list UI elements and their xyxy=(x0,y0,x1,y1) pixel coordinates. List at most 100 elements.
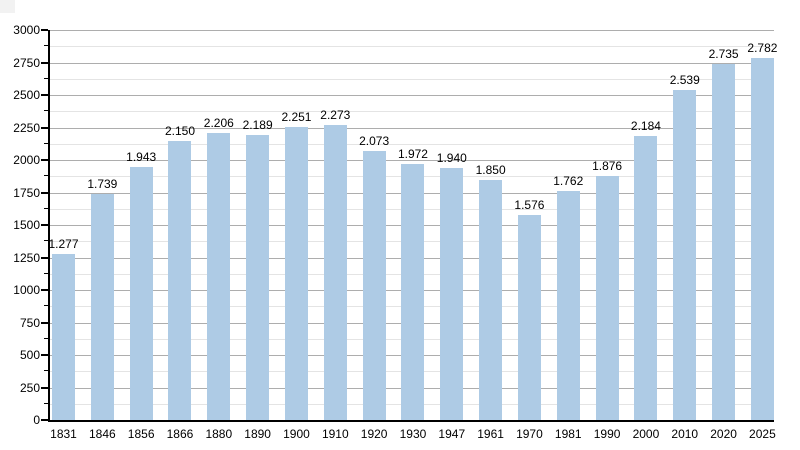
bar-group-1890: 2.189 1890 xyxy=(243,30,273,441)
y-axis-label: 2000 xyxy=(13,153,40,167)
y-major-tick xyxy=(41,94,48,96)
y-axis-label: 0 xyxy=(33,413,40,427)
bar xyxy=(168,140,192,420)
bar xyxy=(284,127,308,420)
y-minor-tick xyxy=(44,175,48,177)
major-gridline xyxy=(50,95,774,96)
major-gridline xyxy=(50,30,774,31)
x-axis-label: 1970 xyxy=(516,427,543,441)
x-axis-label: 1910 xyxy=(321,427,349,441)
y-minor-tick xyxy=(44,370,48,372)
bar-group-1961: 1.850 1961 xyxy=(476,30,506,441)
bar xyxy=(207,133,231,420)
bar xyxy=(401,163,425,420)
y-major-tick xyxy=(41,289,48,291)
x-axis-label: 2010 xyxy=(671,427,699,441)
bar-value-label: 1.940 xyxy=(436,150,467,165)
bar-group-1856: 1.943 1856 xyxy=(126,30,156,441)
bar-group-1947: 1.940 1947 xyxy=(437,30,467,441)
bar xyxy=(129,167,153,420)
major-gridline xyxy=(50,62,774,64)
y-axis-label: 1750 xyxy=(13,185,40,200)
major-gridline xyxy=(50,127,774,129)
bar-value-label: 2.735 xyxy=(708,47,739,62)
bar xyxy=(90,193,114,420)
bar-group-2025: 2.782 2025 xyxy=(747,30,777,441)
x-axis-label: 1930 xyxy=(399,427,427,441)
x-axis-label: 1831 xyxy=(50,427,77,441)
x-axis-label: 1866 xyxy=(166,427,194,441)
y-axis-label: 1000 xyxy=(13,283,40,297)
x-axis-label: 2025 xyxy=(749,427,776,441)
bar xyxy=(517,215,541,420)
y-major-tick xyxy=(41,191,48,194)
bar-group-2010: 2.539 2010 xyxy=(670,30,700,441)
bar-group-2020: 2.735 2020 xyxy=(709,30,739,441)
y-axis-label: 1250 xyxy=(13,250,40,265)
y-minor-tick xyxy=(44,110,48,112)
x-axis-label: 1890 xyxy=(244,427,271,441)
x-axis-label: 2020 xyxy=(710,427,737,441)
y-minor-tick xyxy=(44,305,48,307)
bar-value-label: 2.251 xyxy=(281,110,312,125)
y-axis-label: 750 xyxy=(19,315,40,330)
bar-group-1990: 1.876 1990 xyxy=(592,30,622,441)
bar-value-label: 2.150 xyxy=(164,123,195,138)
bar-value-label: 2.073 xyxy=(359,133,390,148)
bar-group-1831: 1.277 1831 xyxy=(48,30,78,442)
minor-gridline xyxy=(50,143,774,145)
x-axis-label: 1920 xyxy=(360,427,388,441)
x-axis-label: 1880 xyxy=(205,427,233,441)
minor-gridline xyxy=(50,78,774,80)
bar-value-label: 2.539 xyxy=(669,72,700,87)
x-axis-label: 1947 xyxy=(438,427,466,441)
y-major-tick xyxy=(41,29,48,31)
bar-value-label: 1.277 xyxy=(48,237,79,251)
y-minor-tick xyxy=(44,45,48,47)
bar-group-1981: 1.762 1981 xyxy=(553,30,583,441)
y-minor-tick xyxy=(44,77,48,79)
bar xyxy=(556,190,580,420)
bar-group-1970: 1.576 1970 xyxy=(514,30,544,441)
bar-group-1910: 2.273 1910 xyxy=(320,30,350,441)
bar-value-label: 2.782 xyxy=(747,41,778,56)
bar-value-label: 1.850 xyxy=(475,162,506,177)
x-axis-label: 1846 xyxy=(88,427,116,441)
bar-value-label: 2.189 xyxy=(242,118,273,133)
bar-value-label: 2.273 xyxy=(320,107,351,122)
y-major-tick xyxy=(41,256,48,259)
x-axis-label: 2000 xyxy=(632,427,660,441)
bar-value-label: 1.876 xyxy=(592,159,623,174)
bar xyxy=(52,254,75,420)
y-axis-label: 3000 xyxy=(13,23,40,37)
y-major-tick xyxy=(41,386,48,389)
x-axis-label: 1856 xyxy=(127,427,155,441)
y-axis-label: 2250 xyxy=(13,120,40,135)
minor-gridline xyxy=(50,46,774,48)
bar-group-1846: 1.739 1846 xyxy=(87,30,117,441)
bars-container: 1.277 1831 1.739 1846 1.943 1856 2.150 1866 2.20… xyxy=(48,30,777,442)
bar xyxy=(362,150,386,420)
bar-value-label: 1.762 xyxy=(553,173,584,188)
bar xyxy=(712,64,736,420)
y-minor-tick xyxy=(44,142,48,144)
y-minor-tick xyxy=(44,337,48,339)
y-axis-label: 500 xyxy=(19,348,40,362)
bar-group-1866: 2.150 1866 xyxy=(165,30,195,441)
x-axis-label: 1990 xyxy=(593,427,621,441)
bar-group-1930: 1.972 1930 xyxy=(398,30,428,441)
y-major-tick xyxy=(41,224,48,226)
y-axis-label: 250 xyxy=(19,380,40,395)
x-axis-label: 1961 xyxy=(477,427,504,441)
y-major-tick xyxy=(41,419,48,421)
minor-gridline xyxy=(50,111,774,113)
bar-value-label: 2.184 xyxy=(630,119,661,134)
bar xyxy=(440,167,464,420)
y-major-tick xyxy=(41,354,48,356)
bar xyxy=(595,176,619,420)
bar-value-label: 1.576 xyxy=(514,198,545,213)
bar-value-label: 1.972 xyxy=(397,146,428,161)
y-major-tick xyxy=(41,126,48,129)
bar xyxy=(323,124,347,420)
